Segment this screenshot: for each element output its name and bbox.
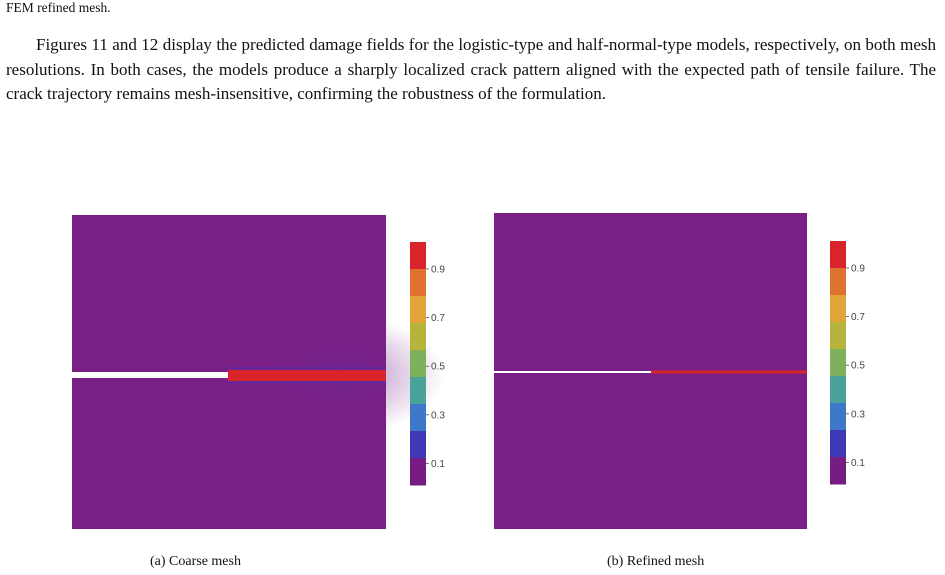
previous-figure-caption-tail: FEM refined mesh.: [6, 0, 111, 15]
colorbar-segment: [410, 242, 426, 270]
colorbar-segment: [410, 296, 426, 324]
colorbar-tick-label: 0.1: [431, 459, 445, 470]
colorbar-tick-label: 0.3: [851, 409, 865, 420]
colorbar-segment: [830, 403, 846, 431]
notch: [494, 371, 652, 373]
colorbar-segment: [410, 458, 426, 486]
figure-coarse-mesh: 0.9 0.7 0.5 0.3 0.1 (a) Coarse mesh: [70, 215, 470, 575]
crack-band: [228, 370, 386, 381]
colorbar-tick-label: 0.9: [431, 265, 445, 276]
colorbar-segment: [830, 322, 846, 350]
subcaption-a: (a) Coarse mesh: [150, 554, 241, 569]
colorbar-segment: [410, 323, 426, 351]
colorbar-segment: [830, 295, 846, 323]
damage-field-refined: 0.9 0.7 0.5 0.3 0.1: [494, 213, 865, 529]
notch: [72, 372, 229, 378]
colorbar-segment: [410, 377, 426, 405]
colorbar-segment: [410, 350, 426, 378]
colorbar-tick-label: 0.7: [431, 313, 445, 324]
colorbar-tick-label: 0.5: [431, 362, 445, 373]
colorbar-segment: [410, 404, 426, 432]
figure-refined-mesh: 0.9 0.7 0.5 0.3 0.1 (b) Refined mesh: [494, 213, 894, 573]
colorbar-tick-label: 0.5: [851, 361, 865, 372]
subcaption-b: (b) Refined mesh: [607, 554, 705, 569]
colorbar-segment: [830, 457, 846, 485]
crack-band: [651, 370, 807, 374]
colorbar-tick-label: 0.3: [431, 410, 445, 421]
colorbar: 0.9 0.7 0.5 0.3 0.1: [830, 241, 865, 485]
colorbar-segment: [410, 269, 426, 297]
colorbar-segment: [830, 241, 846, 269]
colorbar-segment: [830, 268, 846, 296]
damage-field-coarse: 0.9 0.7 0.5 0.3 0.1: [72, 215, 445, 529]
colorbar-tick-label: 0.7: [851, 312, 865, 323]
colorbar-tick-label: 0.1: [851, 458, 865, 469]
colorbar-segment: [830, 349, 846, 377]
colorbar: 0.9 0.7 0.5 0.3 0.1: [410, 242, 445, 486]
colorbar-segment: [410, 431, 426, 459]
colorbar-tick-label: 0.9: [851, 264, 865, 275]
body-paragraph: Figures 11 and 12 display the predicted …: [6, 35, 936, 103]
colorbar-segment: [830, 430, 846, 458]
colorbar-segment: [830, 376, 846, 404]
